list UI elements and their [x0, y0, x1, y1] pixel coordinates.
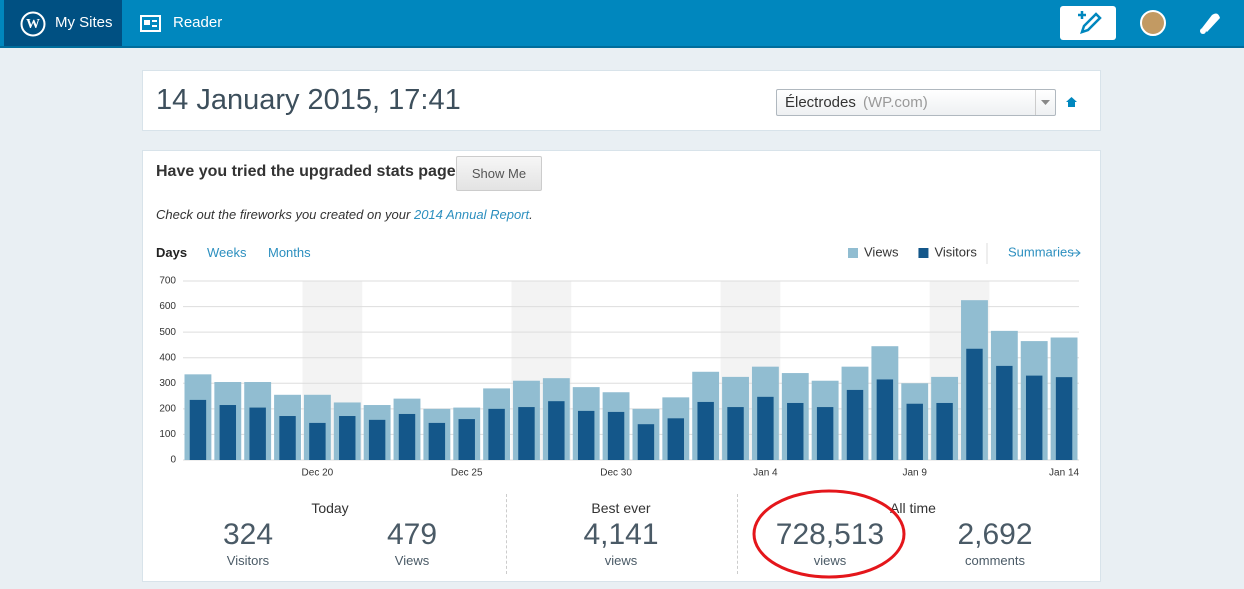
y-tick-label: 400 [159, 352, 176, 363]
notifications-icon[interactable] [1202, 13, 1220, 32]
annual-report-link[interactable]: 2014 Annual Report [413, 207, 530, 222]
stat-label: Views [394, 553, 430, 568]
legend-label: Views [864, 244, 899, 259]
bar [339, 416, 356, 460]
x-tick-label: Jan 14 [1049, 468, 1079, 479]
bar [398, 413, 416, 460]
bar [816, 407, 834, 460]
stat-value: 2,692 [957, 518, 1033, 551]
y-tick-label: 200 [159, 403, 176, 414]
bar [249, 407, 266, 460]
stat-value: 479 [386, 518, 438, 551]
bar [458, 419, 475, 460]
stat-value: 4,141 [583, 518, 659, 551]
tab-months[interactable]: Months [268, 245, 311, 260]
bar [428, 422, 446, 460]
bar [697, 401, 714, 460]
highlight-circle [752, 489, 906, 579]
x-tick-label: Dec 25 [451, 468, 483, 479]
divider [506, 494, 507, 574]
x-tick-label: Dec 30 [600, 468, 632, 479]
wordpress-logo: W [20, 11, 46, 37]
annual-report-note: Check out the fireworks you created on y… [156, 207, 533, 222]
bar [577, 410, 595, 460]
x-tick-label: Dec 20 [302, 468, 334, 479]
stat-value: 728,513 [775, 518, 885, 551]
bar [518, 407, 535, 460]
bar [368, 419, 386, 460]
bar [189, 399, 207, 460]
bar [936, 402, 953, 460]
y-tick-label: 700 [159, 276, 176, 287]
stat-label: views [813, 553, 847, 568]
select-arrow [1035, 90, 1055, 115]
stat-value: 324 [222, 518, 274, 551]
site-name: Électrodes [785, 94, 856, 111]
reader-label[interactable]: Reader [173, 14, 223, 31]
x-tick-label: Jan 4 [753, 468, 778, 479]
svg-text:W: W [26, 17, 40, 32]
site-suffix: (WP.com) [863, 94, 928, 111]
bar [548, 401, 565, 460]
stat-heading: All time [890, 500, 936, 516]
bar [846, 389, 864, 460]
y-tick-label: 500 [159, 327, 176, 338]
stat-heading: Today [311, 500, 349, 516]
bar [727, 407, 744, 460]
top-right-icons [1060, 6, 1220, 40]
show-me-button[interactable]: Show Me [456, 156, 542, 191]
y-tick-label: 600 [159, 301, 176, 312]
summaries-link[interactable]: Summaries [1008, 244, 1074, 259]
reader-icon [140, 15, 161, 32]
bar [757, 396, 774, 460]
home-icon[interactable] [1065, 96, 1078, 108]
legend-swatch [848, 248, 858, 258]
legend-label: Visitors [934, 244, 977, 259]
tab-weeks[interactable]: Weeks [207, 245, 247, 260]
divider [737, 494, 738, 574]
stat-heading: Best ever [591, 500, 651, 516]
bar [219, 405, 237, 460]
tab-days[interactable]: Days [156, 245, 188, 260]
note-text: Check out the fireworks you created on y… [156, 207, 414, 222]
bar [1025, 375, 1043, 460]
top-bar [0, 0, 1244, 48]
bar [996, 365, 1013, 460]
bar [876, 379, 894, 460]
bar [607, 411, 625, 460]
note-end: . [529, 207, 533, 222]
stat-label: comments [965, 553, 1025, 568]
bar [966, 348, 983, 460]
y-tick-label: 100 [159, 429, 176, 440]
upgrade-question: Have you tried the upgraded stats page? [156, 163, 466, 180]
y-tick-label: 0 [170, 455, 176, 466]
legend-swatch [918, 248, 929, 258]
my-sites-label[interactable]: My Sites [55, 14, 113, 31]
bar [1055, 377, 1073, 460]
date-title: 14 January 2015, 17:41 [156, 84, 461, 116]
stat-label: Visitors [226, 553, 270, 568]
my-sites-tab[interactable] [4, 0, 122, 46]
stat-label: views [604, 553, 638, 568]
bar [787, 402, 804, 460]
y-tick-label: 300 [159, 378, 176, 389]
avatar[interactable] [1140, 10, 1166, 36]
bar [279, 416, 296, 460]
bar [309, 422, 326, 460]
chart: Summaries 0 100 200 300 400 500 600 700 Dec 20 De… [159, 243, 1081, 479]
bar [667, 418, 685, 460]
bar [488, 408, 505, 460]
summaries-arrow [1072, 249, 1081, 257]
site-select[interactable]: Électrodes (WP.com) [776, 89, 1056, 116]
bar [906, 403, 923, 460]
x-tick-label: Jan 9 [902, 468, 927, 479]
bar [637, 424, 655, 460]
